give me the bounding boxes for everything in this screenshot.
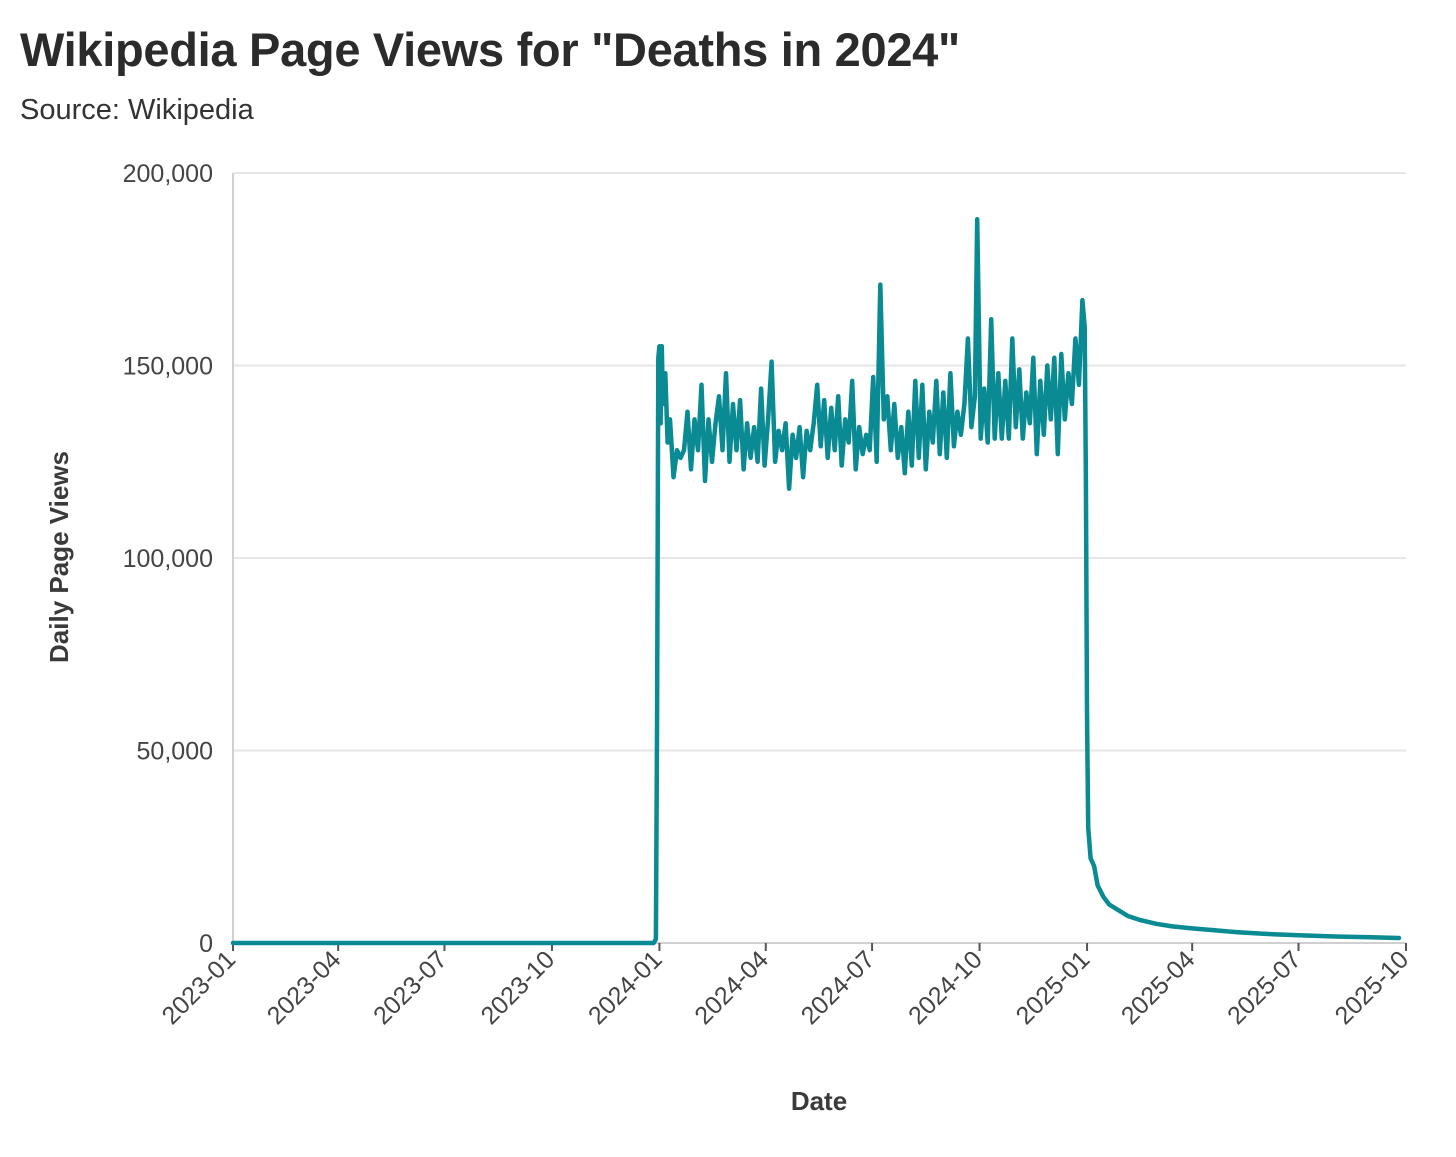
y-tick-label: 100,000	[123, 545, 213, 573]
chart-title: Wikipedia Page Views for "Deaths in 2024…	[20, 23, 961, 76]
x-tick-label: 2023-01	[157, 945, 242, 1030]
x-tick-label: 2024-04	[689, 945, 774, 1030]
x-tick-label: 2025-10	[1330, 945, 1415, 1030]
x-tick-label: 2023-04	[262, 945, 347, 1030]
x-tick-label: 2025-01	[1011, 945, 1096, 1030]
x-tick-label: 2023-07	[368, 945, 453, 1030]
x-tick-label: 2025-07	[1222, 945, 1307, 1030]
y-tick-label: 0	[199, 930, 213, 958]
x-axis-title: Date	[791, 1086, 847, 1116]
axes	[232, 173, 1407, 951]
x-tick-label: 2025-04	[1116, 945, 1201, 1030]
x-tick-label: 2024-07	[796, 945, 881, 1030]
x-tick-label: 2023-10	[476, 945, 561, 1030]
y-axis-title: Daily Page Views	[44, 451, 74, 663]
chart-subtitle: Source: Wikipedia	[20, 94, 254, 126]
y-tick-label: 150,000	[123, 353, 213, 381]
x-tick-label: 2024-01	[583, 945, 668, 1030]
series-layer	[230, 216, 1402, 946]
series-line	[230, 216, 1402, 946]
y-tick-label: 200,000	[123, 160, 213, 188]
gridlines	[233, 172, 1406, 752]
x-tick-label: 2024-10	[903, 945, 988, 1030]
y-tick-label: 50,000	[137, 738, 213, 766]
